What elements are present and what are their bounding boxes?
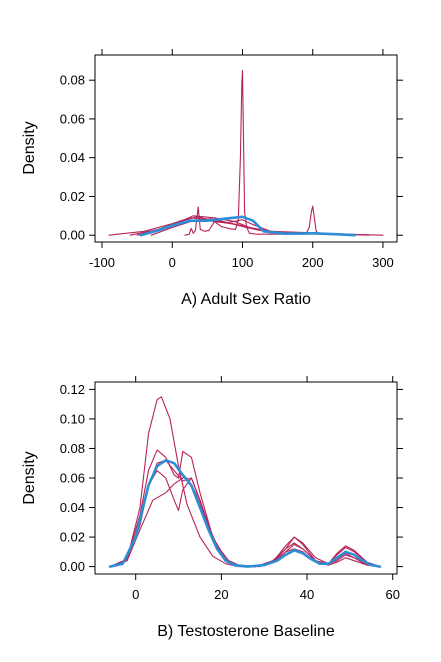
y-tick-label: 0.02	[60, 189, 85, 204]
y-tick-label: 0.04	[60, 500, 85, 515]
x-tick-label: -100	[89, 255, 115, 270]
panel-testosterone-baseline: 0.00 0.02 0.04 0.06 0.08 0.10 0.12 0 20 40 60 Den…	[21, 376, 403, 640]
plot-frame	[94, 381, 398, 575]
y-tick-label: 0.02	[60, 530, 85, 545]
y-tick-label: 0.04	[60, 150, 85, 165]
x-tick-label: 0	[132, 587, 139, 602]
y-tick-label: 0.06	[60, 111, 85, 126]
y-axis-title: Density	[21, 121, 38, 174]
y-tick-label: 0.00	[60, 228, 85, 243]
x-tick-label: 300	[372, 255, 394, 270]
y-axis: 0.00 0.02 0.04 0.06 0.08	[60, 73, 403, 243]
x-tick-label: 40	[300, 587, 314, 602]
x-axis: -100 0 100 200 300	[89, 49, 394, 270]
x-tick-label: 60	[385, 587, 399, 602]
panel-adult-sex-ratio: 0.00 0.02 0.04 0.06 0.08 -100 0 100 200 300 Dens…	[21, 49, 403, 308]
replicate-density-line	[109, 449, 381, 568]
density-curves	[108, 396, 382, 568]
x-tick-label: 0	[169, 255, 176, 270]
y-tick-label: 0.08	[60, 441, 85, 456]
density-curves	[108, 69, 384, 237]
x-axis-title: B) Testosterone Baseline	[157, 623, 335, 640]
x-tick-label: 20	[214, 587, 228, 602]
y-tick-label: 0.06	[60, 471, 85, 486]
y-axis-title: Density	[21, 451, 38, 504]
plot-frame	[94, 54, 398, 243]
y-tick-label: 0.12	[60, 382, 85, 397]
x-axis: 0 20 40 60	[132, 376, 400, 602]
y-tick-label: 0.00	[60, 559, 85, 574]
x-tick-label: 200	[302, 255, 324, 270]
y-tick-label: 0.08	[60, 73, 85, 88]
x-axis-title: A) Adult Sex Ratio	[181, 291, 311, 308]
replicate-density-line	[184, 69, 356, 236]
x-tick-label: 100	[232, 255, 254, 270]
mean-density-line	[139, 215, 357, 237]
mean-density-line	[108, 458, 382, 568]
y-axis: 0.00 0.02 0.04 0.06 0.08 0.10 0.12	[60, 382, 403, 574]
y-tick-label: 0.10	[60, 411, 85, 426]
